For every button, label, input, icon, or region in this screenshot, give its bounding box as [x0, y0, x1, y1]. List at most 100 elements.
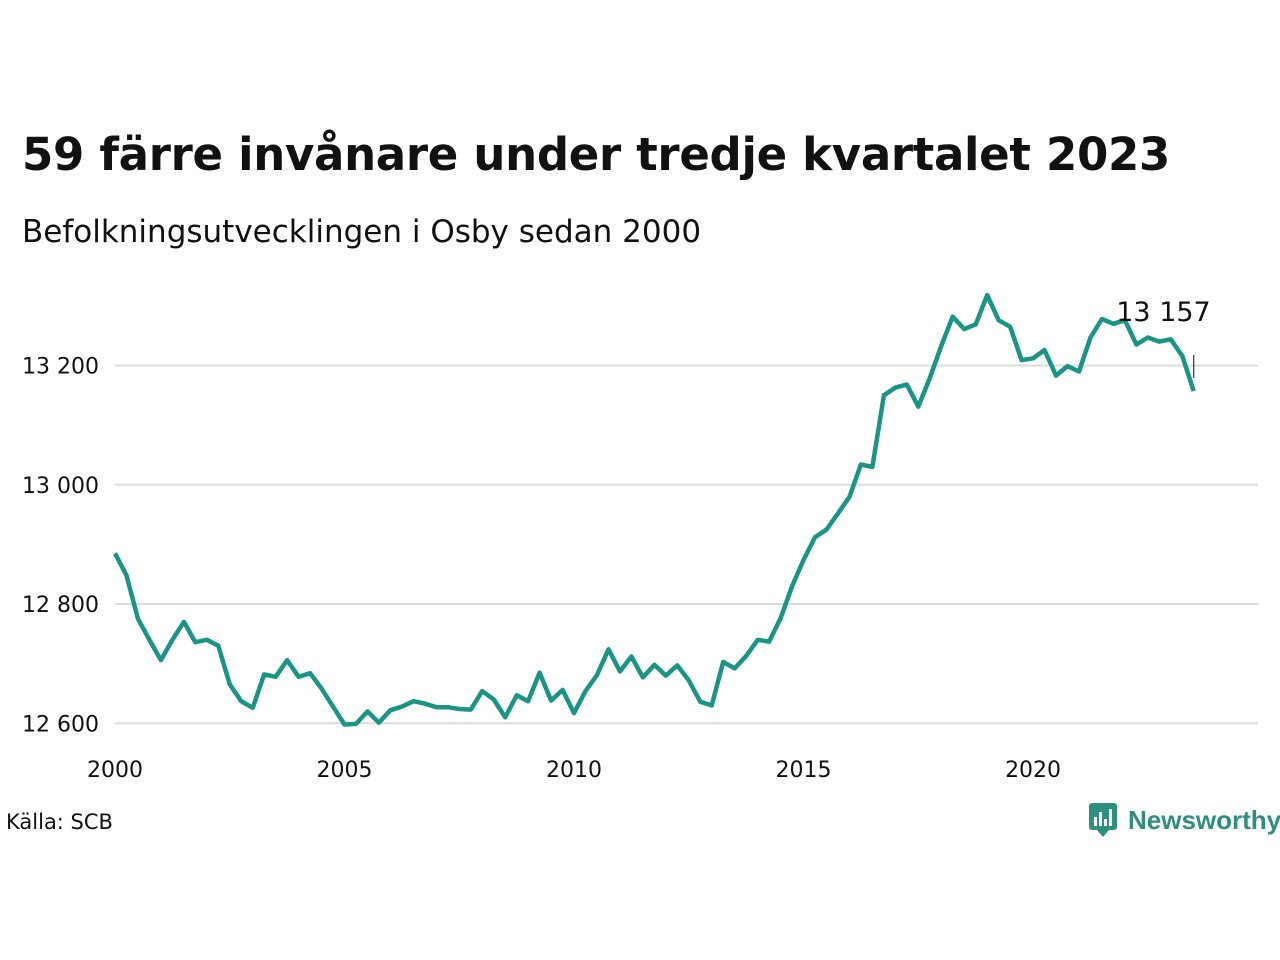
data-point	[962, 327, 966, 331]
data-point	[698, 700, 702, 704]
data-point	[1157, 339, 1161, 343]
data-point	[205, 638, 209, 642]
data-point	[262, 672, 266, 676]
data-point	[939, 344, 943, 348]
data-point	[354, 722, 358, 726]
data-point	[560, 688, 564, 692]
data-point	[664, 673, 668, 677]
data-point	[1031, 356, 1035, 360]
data-point	[928, 376, 932, 380]
data-point	[641, 675, 645, 679]
data-point	[847, 494, 851, 498]
data-point	[905, 382, 909, 386]
data-point	[124, 573, 128, 577]
data-point	[790, 584, 794, 588]
data-point	[342, 722, 346, 726]
data-point	[159, 658, 163, 662]
brand-name: Newsworthy	[1128, 804, 1280, 835]
data-point	[755, 638, 759, 642]
data-point	[629, 654, 633, 658]
data-point	[239, 699, 243, 703]
end-value-annotation: 13 157	[1116, 297, 1211, 378]
data-point	[1100, 317, 1104, 321]
x-tick-label: 2015	[776, 758, 832, 783]
brand-logo[interactable]: Newsworthy	[1088, 802, 1280, 838]
data-point	[1180, 354, 1184, 358]
data-point	[526, 699, 530, 703]
data-point	[572, 711, 576, 715]
data-point	[675, 663, 679, 667]
data-point	[251, 706, 255, 710]
data-point	[687, 678, 691, 682]
x-tick-label: 2020	[1005, 758, 1061, 783]
data-point	[893, 385, 897, 389]
data-point	[859, 462, 863, 466]
data-point	[870, 465, 874, 469]
data-point	[882, 393, 886, 397]
data-point	[537, 670, 541, 674]
data-point	[801, 558, 805, 562]
data-point	[136, 617, 140, 621]
y-tick-label: 13 200	[22, 355, 99, 380]
data-point	[1019, 358, 1023, 362]
y-tick-label: 12 600	[22, 712, 99, 737]
data-point	[388, 708, 392, 712]
data-point	[365, 709, 369, 713]
data-point	[331, 704, 335, 708]
chart-title: 59 färre invånare under tredje kvartalet…	[22, 128, 1171, 181]
data-point	[170, 638, 174, 642]
x-tick-label: 2010	[546, 758, 602, 783]
data-point	[1065, 364, 1069, 368]
data-point	[193, 640, 197, 644]
data-point	[710, 703, 714, 707]
data-point	[182, 620, 186, 624]
data-point	[1192, 389, 1196, 393]
data-point	[652, 663, 656, 667]
data-point	[1134, 342, 1138, 346]
data-point	[618, 669, 622, 673]
data-point	[916, 404, 920, 408]
grid-lines	[115, 364, 1258, 725]
data-point	[836, 511, 840, 515]
data-point	[400, 704, 404, 708]
x-tick-label: 2000	[87, 758, 143, 783]
data-point	[1169, 337, 1173, 341]
newsworthy-logo-icon	[1089, 803, 1117, 837]
data-point	[1146, 335, 1150, 339]
data-point	[813, 535, 817, 539]
chart-subtitle: Befolkningsutvecklingen i Osby sedan 200…	[22, 214, 702, 250]
data-point	[503, 715, 507, 719]
y-axis-tick-labels: 12 600 12 800 13 000 13 200	[22, 355, 99, 738]
data-point	[228, 682, 232, 686]
data-point	[113, 551, 117, 555]
data-point	[147, 638, 151, 642]
data-point	[951, 314, 955, 318]
data-point	[767, 639, 771, 643]
data-point	[480, 689, 484, 693]
data-point	[778, 616, 782, 620]
data-point	[1008, 325, 1012, 329]
series-group	[113, 292, 1196, 727]
data-point	[1088, 335, 1092, 339]
y-tick-label: 12 800	[22, 593, 99, 618]
data-point	[1077, 369, 1081, 373]
data-point	[985, 293, 989, 297]
data-point	[377, 720, 381, 724]
data-point	[1042, 348, 1046, 352]
data-point	[973, 322, 977, 326]
data-point	[1054, 373, 1058, 377]
data-point	[721, 660, 725, 664]
data-point	[583, 689, 587, 693]
data-point	[1111, 322, 1115, 326]
data-point	[595, 673, 599, 677]
data-point	[411, 699, 415, 703]
data-point	[492, 697, 496, 701]
data-point	[744, 654, 748, 658]
data-point	[514, 693, 518, 697]
source-label: Källa: SCB	[6, 810, 113, 834]
data-point	[732, 666, 736, 670]
data-point	[549, 698, 553, 702]
x-axis-tick-labels: 2000 2005 2010 2015 2020	[87, 758, 1061, 783]
data-point	[296, 675, 300, 679]
